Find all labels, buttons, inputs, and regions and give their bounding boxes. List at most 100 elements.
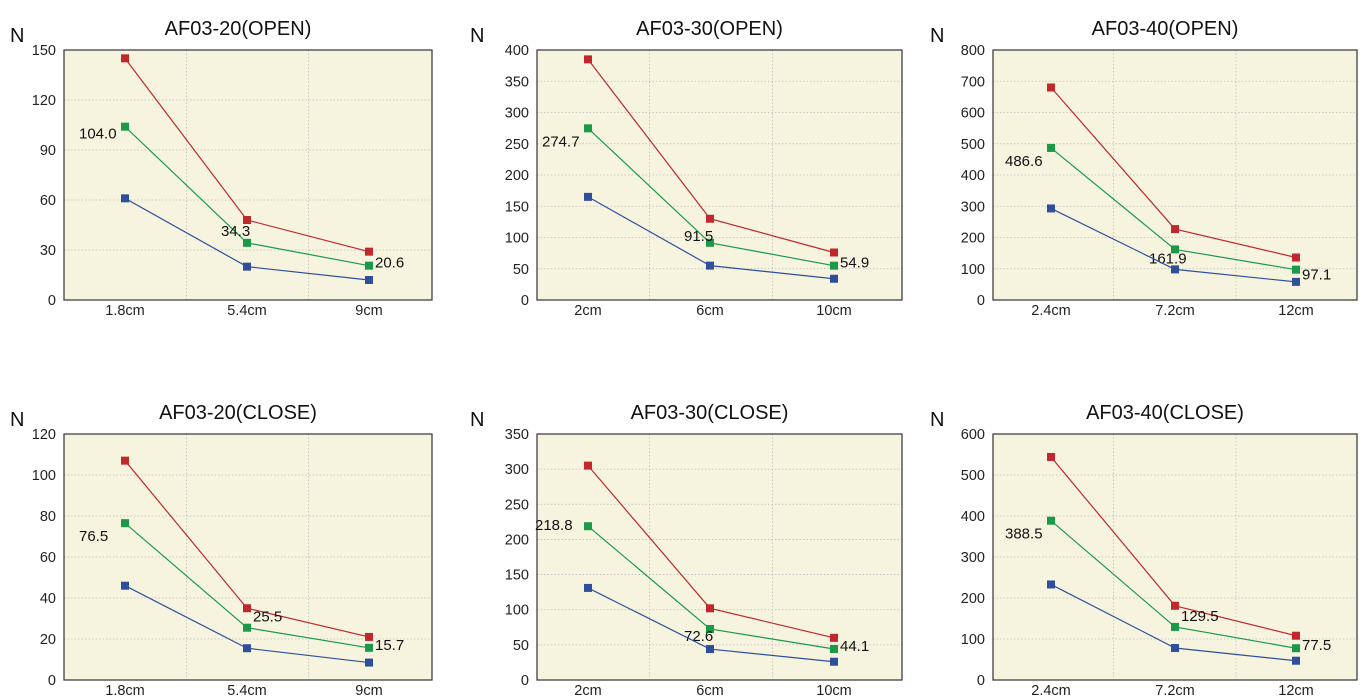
y-tick-label: 60 — [40, 550, 56, 566]
y-tick-label: 50 — [513, 262, 529, 278]
y-tick-label: 100 — [961, 262, 985, 278]
y-tick-label: 150 — [505, 568, 529, 584]
data-label: 72.6 — [684, 628, 713, 645]
chart-panel-4: 0 20 40 60 80 100 120 AF03-20(CLOSE) N 1.8cm 5.4cm… — [10, 402, 433, 699]
chart-title: AF03-20(OPEN) — [165, 18, 312, 40]
y-tick-label: 800 — [961, 43, 985, 59]
series-mid-point — [243, 623, 251, 632]
series-top-point — [1292, 253, 1300, 262]
y-tick-label: 100 — [32, 468, 56, 484]
y-tick-label: 20 — [40, 632, 56, 648]
x-tick-label: 2cm — [574, 683, 601, 695]
series-top-point — [584, 55, 592, 64]
plot-area — [537, 434, 902, 680]
y-tick-label: 600 — [961, 427, 985, 443]
data-label: 104.0 — [79, 126, 117, 143]
series-low-point — [706, 645, 714, 654]
series-mid-point — [365, 643, 373, 652]
y-tick-label: 50 — [513, 638, 529, 654]
x-tick-label: 2.4cm — [1031, 683, 1071, 695]
series-mid-point — [584, 522, 592, 531]
y-tick-label: 350 — [505, 74, 529, 90]
y-tick-label: 200 — [505, 532, 529, 548]
x-tick-label: 9cm — [355, 683, 382, 695]
y-tick-label: 200 — [505, 168, 529, 184]
y-axis-label: N — [10, 409, 24, 431]
series-mid-point — [830, 261, 838, 270]
data-label: 97.1 — [1302, 267, 1331, 284]
series-low-point — [365, 658, 373, 667]
chart-panel-3: 0 100 200 300 400 500 600 700 800 AF03-40(OPEN) N 2… — [930, 18, 1358, 319]
series-mid-point — [365, 261, 373, 270]
x-tick-label: 10cm — [816, 683, 851, 695]
series-low-point — [1047, 204, 1055, 213]
series-top-point — [1292, 631, 1300, 640]
series-top-point — [1047, 452, 1055, 461]
series-low-point — [243, 262, 251, 271]
series-low-point — [1171, 265, 1179, 274]
data-label: 54.9 — [840, 255, 869, 272]
series-top-point — [121, 54, 129, 63]
series-mid-point — [243, 238, 251, 247]
plot-frame — [992, 49, 1358, 301]
series-low-point — [830, 657, 838, 666]
data-label: 388.5 — [1005, 526, 1043, 543]
series-top-point — [1171, 225, 1179, 234]
y-tick-label: 120 — [32, 93, 56, 109]
series-mid-point — [1292, 644, 1300, 653]
data-label: 218.8 — [535, 517, 573, 534]
series-mid-point — [1171, 245, 1179, 254]
series-low-point — [830, 274, 838, 283]
series-low-point — [1047, 580, 1055, 589]
series-low-point — [121, 194, 129, 203]
x-tick-label: 7.2cm — [1155, 683, 1195, 695]
series-low-point — [1292, 656, 1300, 665]
series-low-point — [584, 583, 592, 592]
y-tick-label: 80 — [40, 509, 56, 525]
data-label: 129.5 — [1181, 608, 1219, 625]
chart-panel-1: 0 30 60 90 120 150 AF03-20(OPEN) N 1.8cm 5.4cm 9cm… — [10, 18, 433, 319]
y-axis-label: N — [10, 25, 24, 47]
data-label: 34.3 — [221, 223, 250, 240]
series-mid-point — [706, 624, 714, 633]
y-tick-label: 0 — [48, 293, 56, 309]
series-mid-point — [1047, 143, 1055, 152]
y-tick-label: 600 — [961, 106, 985, 122]
series-mid-point — [830, 645, 838, 654]
y-tick-label: 100 — [505, 603, 529, 619]
y-tick-label: 300 — [961, 199, 985, 215]
y-tick-label: 200 — [961, 231, 985, 247]
x-tick-label: 1.8cm — [105, 683, 145, 695]
chart-title: AF03-30(OPEN) — [636, 18, 783, 40]
y-tick-label: 150 — [505, 199, 529, 215]
series-low-point — [365, 276, 373, 284]
data-label: 44.1 — [840, 638, 869, 655]
y-tick-label: 350 — [505, 427, 529, 443]
plot-frame — [536, 433, 903, 681]
series-low-point — [1292, 277, 1300, 286]
y-tick-label: 200 — [961, 591, 985, 607]
x-tick-label: 2cm — [574, 303, 601, 319]
y-tick-label: 0 — [977, 673, 985, 689]
y-axis-label: N — [930, 25, 944, 47]
y-tick-label: 100 — [505, 231, 529, 247]
y-tick-label: 0 — [48, 673, 56, 689]
x-tick-label: 6cm — [696, 303, 723, 319]
x-tick-label: 1.8cm — [105, 303, 145, 319]
series-mid-point — [121, 122, 129, 131]
y-tick-label: 500 — [961, 137, 985, 153]
series-low-point — [1171, 644, 1179, 653]
y-tick-label: 700 — [961, 74, 985, 90]
y-tick-label: 300 — [505, 106, 529, 122]
series-top-point — [706, 604, 714, 613]
chart-panel-5: 0 50 100 150 200 250 300 350 AF03-30(CLOSE) N 2cm 6… — [470, 402, 903, 699]
y-tick-label: 500 — [961, 468, 985, 484]
plot-frame — [992, 433, 1358, 681]
data-label: 486.6 — [1005, 153, 1043, 170]
series-top-point — [365, 247, 373, 256]
chart-title: AF03-30(CLOSE) — [631, 402, 789, 424]
y-axis-label: N — [930, 409, 944, 431]
y-tick-label: 120 — [32, 427, 56, 443]
series-mid-point — [1171, 622, 1179, 631]
